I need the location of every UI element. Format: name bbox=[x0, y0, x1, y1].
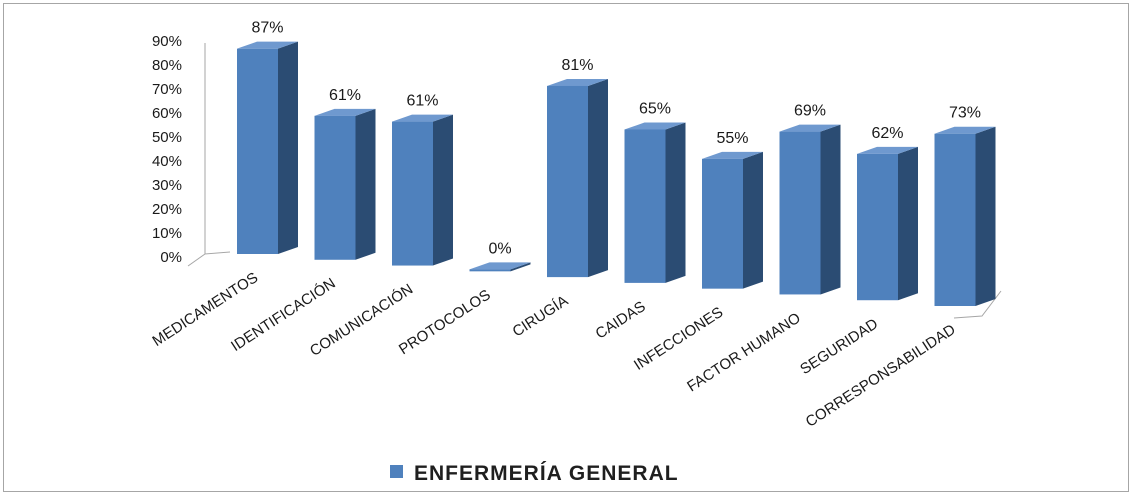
bar bbox=[547, 78, 608, 278]
data-label: 65% bbox=[639, 100, 671, 117]
bar-top bbox=[314, 108, 376, 116]
bar-side bbox=[278, 41, 298, 255]
data-label: 61% bbox=[329, 87, 361, 104]
legend-swatch bbox=[390, 465, 403, 478]
data-label: 69% bbox=[794, 103, 826, 120]
chart-plot: 0% 10% 20% 30% 40% 50% 60% 70% 80% 90% 87% 61% 61% 0… bbox=[149, 20, 1002, 485]
bar-front bbox=[314, 115, 356, 260]
bar-top bbox=[857, 146, 918, 154]
y-tick-label: 80% bbox=[152, 57, 182, 74]
bar-side bbox=[743, 151, 763, 289]
bar bbox=[469, 262, 531, 272]
bar bbox=[237, 41, 298, 255]
bar bbox=[314, 108, 376, 260]
bar-side bbox=[898, 146, 918, 301]
y-tick-label: 10% bbox=[152, 225, 182, 242]
bar-top bbox=[624, 122, 686, 130]
bar-front bbox=[624, 129, 666, 283]
y-tick-label: 50% bbox=[152, 129, 182, 146]
bar bbox=[857, 146, 918, 301]
y-tick-label: 0% bbox=[160, 249, 182, 266]
bar bbox=[624, 122, 686, 283]
y-tick-label: 70% bbox=[152, 81, 182, 98]
bar-front bbox=[934, 133, 976, 306]
legend: ENFERMERÍA GENERAL bbox=[390, 462, 679, 485]
bar bbox=[779, 124, 841, 295]
floor-left-edge bbox=[187, 253, 206, 267]
data-labels: 87% 61% 61% 0% 81% 65% 55% 69% 62% 73% bbox=[251, 20, 981, 258]
y-tick-label: 40% bbox=[152, 153, 182, 170]
bar-top bbox=[237, 41, 298, 49]
chart-frame: 0% 10% 20% 30% 40% 50% 60% 70% 80% 90% 87% 61% 61% 0… bbox=[3, 3, 1129, 492]
bar-side bbox=[510, 262, 531, 272]
back-wall-axis bbox=[204, 43, 231, 255]
category-label: CORRESPONSABILIDAD bbox=[803, 321, 959, 431]
bar-front bbox=[702, 158, 743, 289]
bar-top bbox=[702, 151, 763, 159]
y-tick-label: 20% bbox=[152, 201, 182, 218]
data-label: 0% bbox=[488, 240, 511, 257]
category-labels: MEDICAMENTOSIDENTIFICACIÓNCOMUNICACIÓNPR… bbox=[149, 269, 958, 431]
bar-top bbox=[934, 126, 996, 134]
bar-front bbox=[779, 131, 821, 295]
axes-layer bbox=[187, 43, 1002, 319]
category-label: SEGURIDAD bbox=[797, 315, 881, 378]
bars-layer bbox=[237, 41, 996, 306]
legend-label: ENFERMERÍA GENERAL bbox=[414, 462, 679, 485]
data-label: 55% bbox=[716, 130, 748, 147]
y-axis-ticks: 0% 10% 20% 30% 40% 50% 60% 70% 80% 90% bbox=[152, 33, 182, 266]
bar-front bbox=[469, 269, 511, 272]
bar-top bbox=[547, 78, 608, 86]
category-label: CAIDAS bbox=[593, 298, 649, 343]
bar-side bbox=[975, 126, 996, 306]
bar-top bbox=[469, 262, 531, 270]
bar-side bbox=[355, 108, 376, 260]
bar bbox=[392, 114, 453, 266]
bar bbox=[702, 151, 763, 289]
y-tick-label: 30% bbox=[152, 177, 182, 194]
bar-front bbox=[237, 48, 278, 255]
data-label: 61% bbox=[406, 93, 438, 110]
data-label: 62% bbox=[871, 125, 903, 142]
data-label: 81% bbox=[561, 57, 593, 74]
bar-side bbox=[588, 78, 608, 278]
bar-front bbox=[857, 153, 898, 301]
y-tick-label: 90% bbox=[152, 33, 182, 50]
bar bbox=[934, 126, 996, 306]
bar-top bbox=[392, 114, 453, 122]
bar-side bbox=[820, 124, 841, 295]
bar-top bbox=[779, 124, 841, 132]
floor-right-edge bbox=[953, 290, 1002, 319]
y-tick-label: 60% bbox=[152, 105, 182, 122]
category-label: CIRUGÍA bbox=[509, 292, 571, 340]
bar-side bbox=[665, 122, 686, 283]
bar-front bbox=[547, 85, 588, 278]
bar-side bbox=[433, 114, 453, 266]
data-label: 73% bbox=[949, 105, 981, 122]
data-label: 87% bbox=[251, 20, 283, 37]
bar-front bbox=[392, 121, 433, 266]
